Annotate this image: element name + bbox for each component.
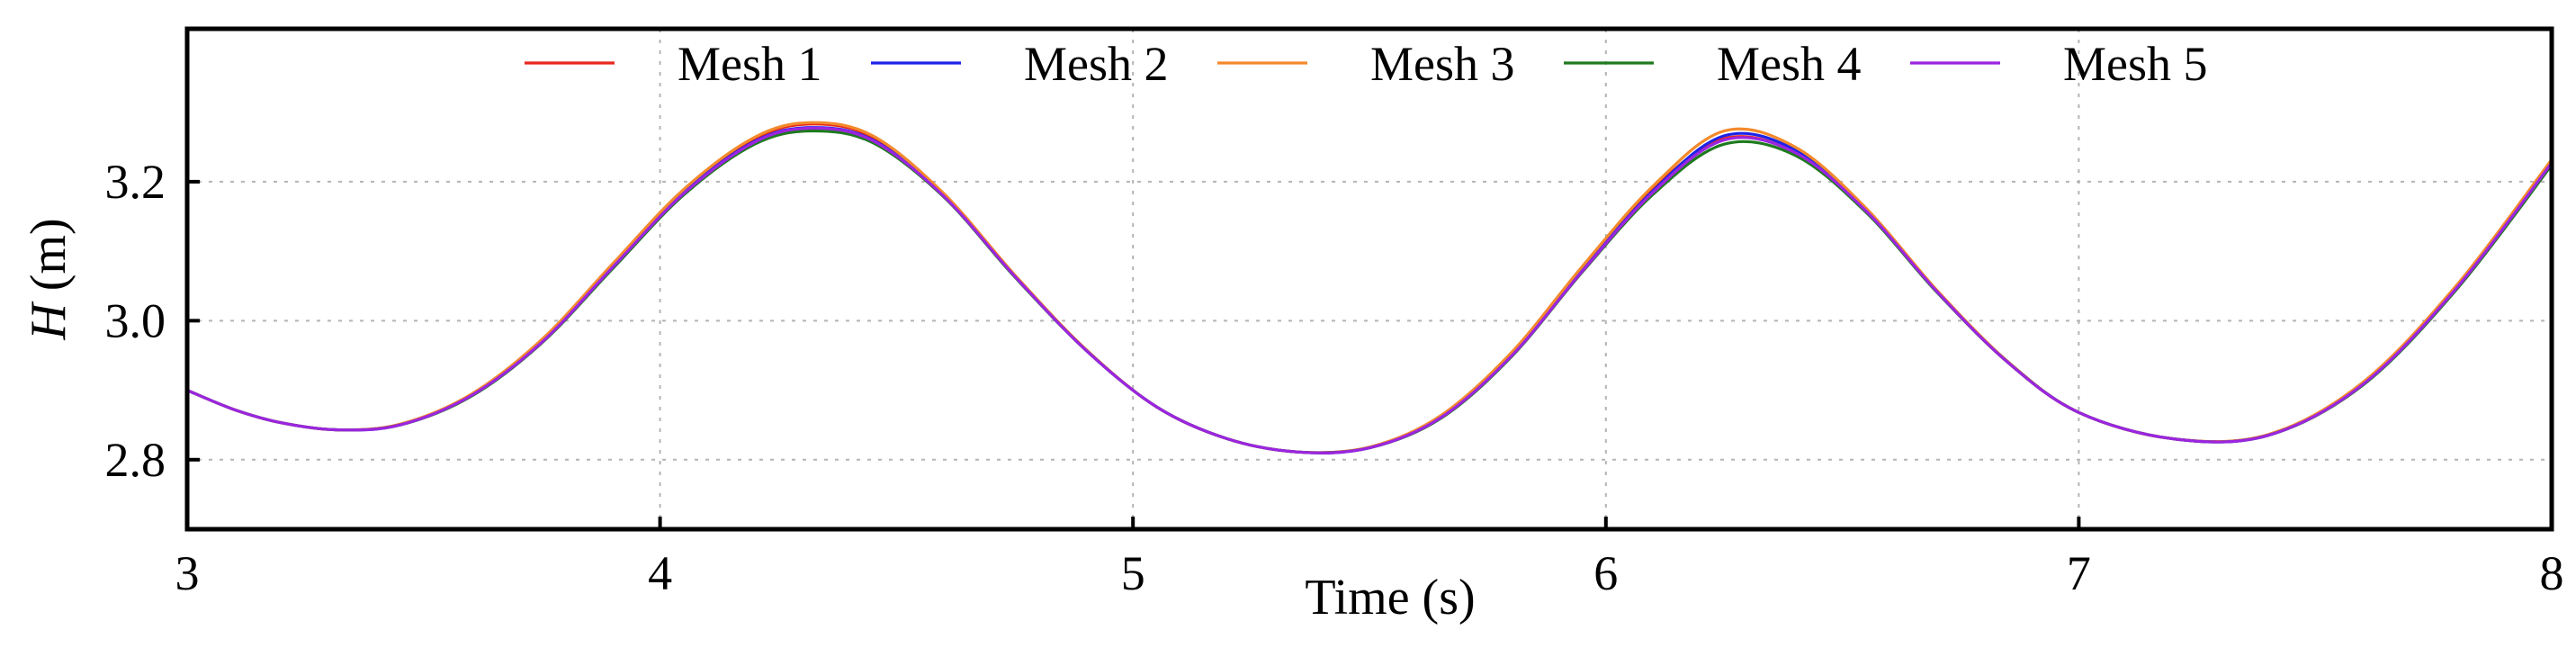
series-line-mesh-4 <box>187 129 2552 454</box>
y-axis-label-symbol: H <box>21 302 76 341</box>
y-tick-label: 2.8 <box>105 433 166 487</box>
y-tick-label: 3.0 <box>105 293 166 347</box>
axis-ticks: 3 4 5 6 7 8 2.8 3.0 3.2 <box>105 155 2564 600</box>
x-tick-label: 3 <box>175 546 200 600</box>
x-axis-label: Time (s) <box>1305 570 1475 626</box>
y-axis-label-unit: (m) <box>21 218 76 303</box>
series-line-mesh-5 <box>187 126 2552 454</box>
y-axis-label: H (m) <box>21 218 76 340</box>
legend-label-mesh-3: Mesh 3 <box>1370 37 1515 91</box>
x-tick-label: 7 <box>2067 546 2091 600</box>
legend-label-mesh-4: Mesh 4 <box>1717 37 1862 91</box>
series-line-mesh-2 <box>187 126 2552 454</box>
x-tick-label: 6 <box>1593 546 1618 600</box>
x-tick-label: 4 <box>648 546 672 600</box>
series-line-mesh-3 <box>187 121 2552 454</box>
legend-label-mesh-1: Mesh 1 <box>678 37 822 91</box>
legend-label-mesh-5: Mesh 5 <box>2063 37 2208 91</box>
legend: Mesh 1 Mesh 2 Mesh 3 Mesh 4 Mesh 5 <box>525 37 2208 91</box>
y-tick-label: 3.2 <box>105 155 166 209</box>
series-line-mesh-1 <box>187 122 2552 454</box>
legend-label-mesh-2: Mesh 2 <box>1024 37 1169 91</box>
grid-lines <box>187 29 2552 529</box>
plot-frame <box>184 26 2554 532</box>
x-tick-label: 5 <box>1121 546 1145 600</box>
x-tick-label: 8 <box>2540 546 2564 600</box>
series-lines <box>187 121 2552 454</box>
